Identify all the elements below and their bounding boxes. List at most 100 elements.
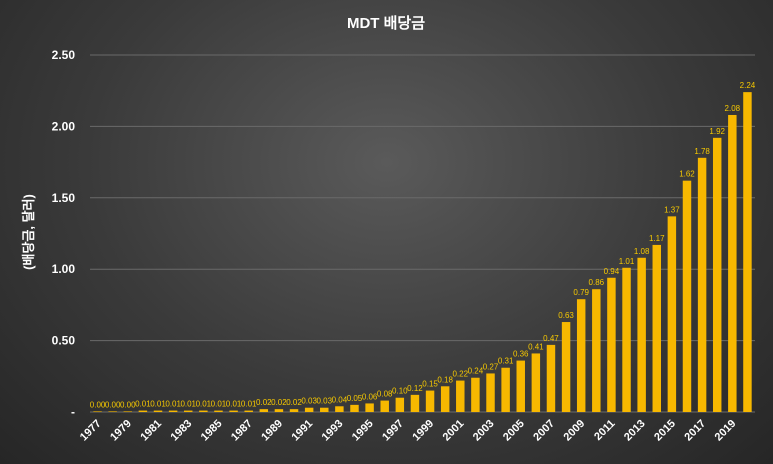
bar (108, 411, 117, 412)
bar (743, 92, 752, 413)
data-label: 0.00 (105, 400, 121, 409)
bar (395, 397, 405, 412)
bar (380, 400, 389, 412)
data-label: 0.01 (196, 400, 212, 409)
x-axis-ticks: 1977 1979 1981 1983 1985 1987 1989 1991 1993 1995… (78, 418, 739, 444)
data-label: 0.10 (392, 387, 408, 396)
x-tick-label: 1985 (199, 418, 225, 444)
x-tick-label: 1983 (169, 418, 195, 444)
data-label: 0.01 (165, 400, 181, 409)
bar (516, 360, 525, 412)
data-label: 2.08 (725, 104, 741, 113)
bar (229, 410, 238, 412)
x-tick-label: 2013 (622, 418, 648, 444)
data-label: 0.22 (452, 370, 468, 379)
data-label: 0.63 (558, 311, 574, 320)
bar (667, 216, 677, 412)
x-tick-label: 1979 (108, 418, 134, 444)
data-label: 0.15 (422, 380, 438, 389)
x-tick-label: 2015 (652, 418, 678, 444)
x-tick-label: 1989 (259, 418, 285, 444)
x-tick-label: 1993 (320, 418, 346, 444)
x-tick-label: 1981 (138, 418, 164, 444)
data-label: 0.03 (316, 397, 332, 406)
data-label: 1.17 (649, 234, 665, 243)
bar (531, 353, 541, 412)
bar (168, 410, 178, 412)
chart-title: MDT 배당금 (347, 14, 425, 32)
y-tick-label: 1.00 (52, 262, 76, 276)
x-tick-label: 1999 (410, 418, 436, 444)
data-label: 0.01 (180, 400, 196, 409)
bar (153, 410, 163, 412)
x-tick-label: 1995 (350, 418, 376, 444)
y-axis-ticks: 2.50 2.00 1.50 1.00 0.50 - (52, 48, 76, 419)
bar (682, 180, 692, 412)
bar (622, 267, 631, 412)
bar (561, 322, 571, 412)
bar (728, 114, 737, 412)
data-labels: 0.00 0.00 0.00 0.01 0.01 0.01 0.01 0.01 0.01 0.01… (90, 81, 756, 409)
bar (410, 394, 420, 412)
data-label: 0.00 (120, 400, 136, 409)
data-label: 0.00 (90, 400, 106, 409)
bar (425, 390, 435, 412)
bar (365, 403, 374, 412)
x-tick-label: 2003 (471, 418, 497, 444)
y-tick-label: - (71, 405, 75, 419)
bar (576, 299, 586, 412)
data-label: 0.94 (604, 267, 620, 276)
bar (244, 410, 253, 412)
bar (214, 410, 223, 412)
data-label: 0.04 (332, 395, 348, 404)
x-tick-label: 1977 (78, 418, 104, 444)
bar (259, 409, 269, 412)
data-label: 1.37 (664, 205, 680, 214)
bar (471, 377, 480, 412)
data-label: 0.01 (150, 400, 166, 409)
data-label: 1.92 (709, 127, 725, 136)
data-label: 0.12 (407, 384, 423, 393)
data-label: 0.24 (468, 367, 484, 376)
bar (652, 244, 661, 412)
bar (350, 404, 359, 412)
bar (304, 407, 314, 412)
data-label: 0.79 (573, 288, 589, 297)
bar (546, 344, 556, 412)
x-tick-label: 2001 (441, 418, 467, 444)
y-tick-label: 1.50 (52, 191, 76, 205)
bar (592, 289, 601, 412)
bar (440, 386, 450, 412)
bar (486, 373, 495, 412)
x-tick-label: 2005 (501, 418, 527, 444)
data-label: 1.08 (634, 247, 650, 256)
y-axis-label: (배당금, 달러) (21, 194, 36, 270)
data-label: 0.02 (286, 398, 302, 407)
bar (501, 367, 510, 412)
x-tick-label: 2019 (713, 418, 739, 444)
data-label: 0.06 (362, 392, 378, 401)
x-tick-label: 1991 (289, 418, 315, 444)
bar (712, 137, 722, 412)
bar (607, 277, 616, 412)
bar (274, 409, 284, 412)
data-label: 0.01 (241, 400, 257, 409)
bar (335, 406, 344, 412)
data-label: 0.36 (513, 350, 529, 359)
data-label: 0.18 (437, 375, 453, 384)
bars (93, 92, 752, 413)
y-tick-label: 2.00 (52, 119, 76, 133)
data-label: 0.02 (271, 398, 287, 407)
bar (93, 411, 102, 412)
data-label: 0.02 (256, 398, 272, 407)
x-tick-label: 2017 (682, 418, 708, 444)
data-label: 0.08 (377, 390, 393, 399)
bar (138, 410, 148, 412)
bar (123, 411, 133, 412)
y-tick-label: 2.50 (52, 48, 76, 62)
bar (320, 407, 329, 412)
data-label: 1.78 (694, 147, 710, 156)
bar (637, 257, 646, 412)
x-tick-label: 2007 (531, 418, 557, 444)
